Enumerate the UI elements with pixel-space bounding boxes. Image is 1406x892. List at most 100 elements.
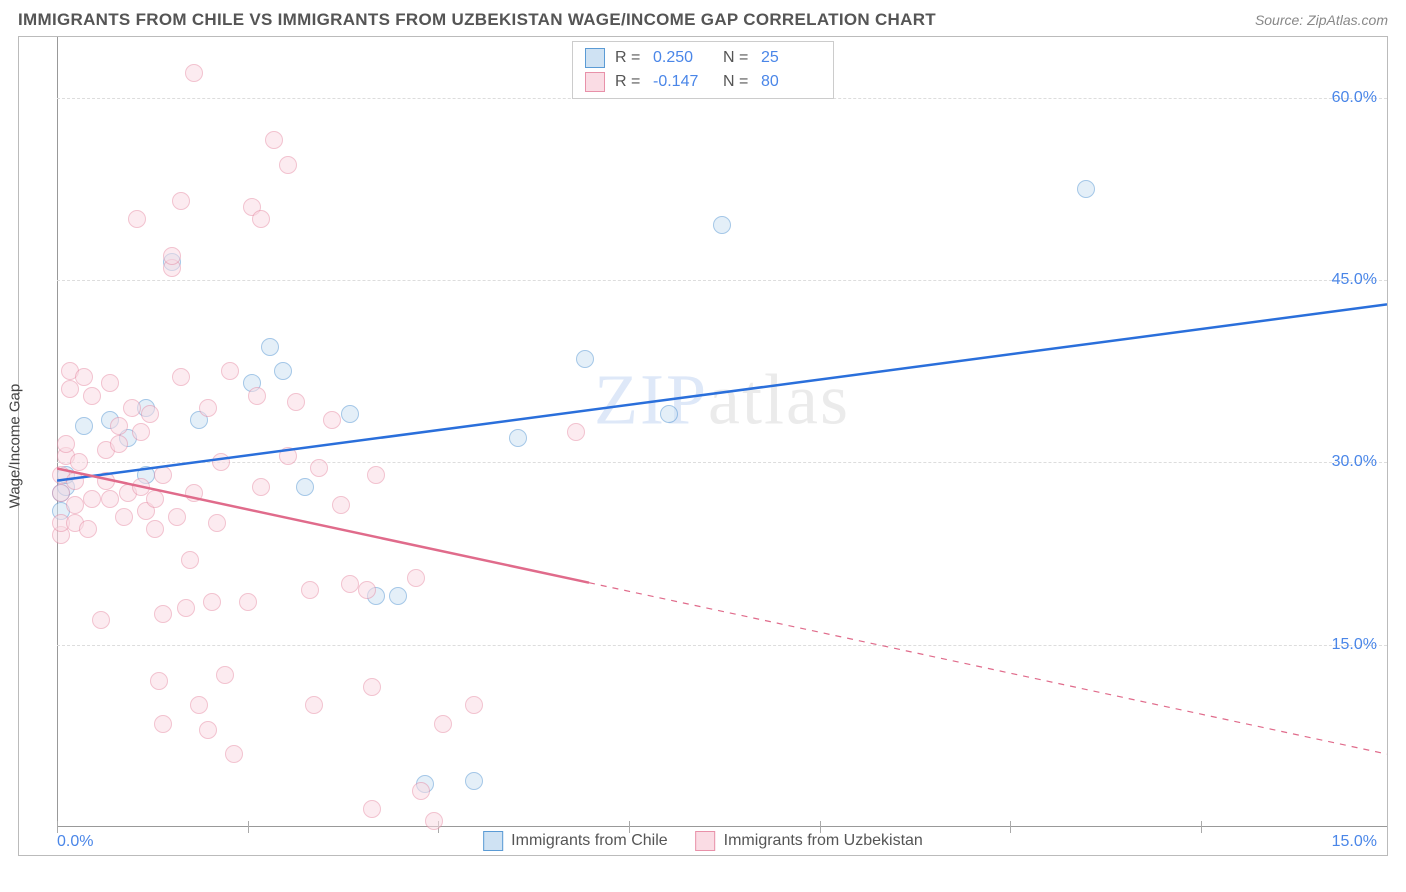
data-point xyxy=(221,362,239,380)
gridline xyxy=(57,645,1387,646)
series-1-name: Immigrants from Chile xyxy=(511,832,667,850)
data-point xyxy=(141,405,159,423)
y-tick-label: 45.0% xyxy=(1332,271,1377,289)
data-point xyxy=(225,745,243,763)
data-point xyxy=(154,605,172,623)
data-point xyxy=(341,575,359,593)
data-point xyxy=(163,247,181,265)
y-axis-label: Wage/Income Gap xyxy=(7,384,24,509)
swatch-series-2 xyxy=(585,72,605,92)
source-name: ZipAtlas.com xyxy=(1307,12,1388,28)
data-point xyxy=(279,447,297,465)
data-point xyxy=(75,368,93,386)
data-point xyxy=(154,715,172,733)
legend-item-series-2: Immigrants from Uzbekistan xyxy=(696,831,923,851)
data-point xyxy=(358,581,376,599)
data-point xyxy=(203,593,221,611)
data-point xyxy=(212,453,230,471)
x-axis-max-label: 15.0% xyxy=(1332,833,1377,851)
data-point xyxy=(434,715,452,733)
data-point xyxy=(1077,180,1095,198)
series-2-name: Immigrants from Uzbekistan xyxy=(724,832,923,850)
data-point xyxy=(713,216,731,234)
y-axis-line xyxy=(57,37,58,827)
data-point xyxy=(465,696,483,714)
x-tick xyxy=(1010,821,1011,833)
data-point xyxy=(265,131,283,149)
data-point xyxy=(185,484,203,502)
data-point xyxy=(128,210,146,228)
data-point xyxy=(75,417,93,435)
n-value-2: 80 xyxy=(761,73,821,91)
data-point xyxy=(252,478,270,496)
data-point xyxy=(97,472,115,490)
data-point xyxy=(248,387,266,405)
data-point xyxy=(92,611,110,629)
watermark-accent: ZIP xyxy=(594,360,708,440)
x-tick xyxy=(1201,821,1202,833)
data-point xyxy=(407,569,425,587)
data-point xyxy=(296,478,314,496)
source-attribution: Source: ZipAtlas.com xyxy=(1255,12,1388,28)
data-point xyxy=(172,368,190,386)
data-point xyxy=(412,782,430,800)
data-point xyxy=(83,387,101,405)
data-point xyxy=(146,490,164,508)
data-point xyxy=(274,362,292,380)
data-point xyxy=(261,338,279,356)
gridline xyxy=(57,280,1387,281)
chart-title: IMMIGRANTS FROM CHILE VS IMMIGRANTS FROM… xyxy=(18,10,936,30)
data-point xyxy=(199,721,217,739)
x-tick xyxy=(57,821,58,833)
data-point xyxy=(168,508,186,526)
data-point xyxy=(181,551,199,569)
legend-item-series-1: Immigrants from Chile xyxy=(483,831,667,851)
data-point xyxy=(660,405,678,423)
data-point xyxy=(323,411,341,429)
data-point xyxy=(66,472,84,490)
data-point xyxy=(252,210,270,228)
data-point xyxy=(110,417,128,435)
regression-lines-layer xyxy=(57,37,1387,827)
n-value-1: 25 xyxy=(761,49,821,67)
x-tick xyxy=(248,821,249,833)
data-point xyxy=(70,453,88,471)
data-point xyxy=(363,678,381,696)
n-label: N = xyxy=(723,73,751,91)
r-value-2: -0.147 xyxy=(653,73,713,91)
n-label: N = xyxy=(723,49,751,67)
data-point xyxy=(150,672,168,690)
y-tick-label: 30.0% xyxy=(1332,453,1377,471)
data-point xyxy=(177,599,195,617)
watermark: ZIPatlas xyxy=(594,359,850,442)
data-point xyxy=(216,666,234,684)
x-axis-line xyxy=(57,826,1387,827)
r-label: R = xyxy=(615,73,643,91)
watermark-rest: atlas xyxy=(708,360,850,440)
data-point xyxy=(172,192,190,210)
data-point xyxy=(132,423,150,441)
data-point xyxy=(101,490,119,508)
data-point xyxy=(465,772,483,790)
data-point xyxy=(83,490,101,508)
data-point xyxy=(154,466,172,484)
data-point xyxy=(305,696,323,714)
r-label: R = xyxy=(615,49,643,67)
data-point xyxy=(199,399,217,417)
data-point xyxy=(367,466,385,484)
data-point xyxy=(101,374,119,392)
data-point xyxy=(57,435,75,453)
correlation-legend: R = 0.250 N = 25 R = -0.147 N = 80 xyxy=(572,41,834,99)
plot-area: ZIPatlas 15.0%30.0%45.0%60.0% xyxy=(57,37,1387,827)
data-point xyxy=(567,423,585,441)
data-point xyxy=(363,800,381,818)
swatch-series-1 xyxy=(483,831,503,851)
data-point xyxy=(185,64,203,82)
data-point xyxy=(123,399,141,417)
data-point xyxy=(332,496,350,514)
data-point xyxy=(509,429,527,447)
legend-row-series-2: R = -0.147 N = 80 xyxy=(585,70,821,94)
data-point xyxy=(110,435,128,453)
series-legend: Immigrants from Chile Immigrants from Uz… xyxy=(483,831,923,851)
data-point xyxy=(115,508,133,526)
